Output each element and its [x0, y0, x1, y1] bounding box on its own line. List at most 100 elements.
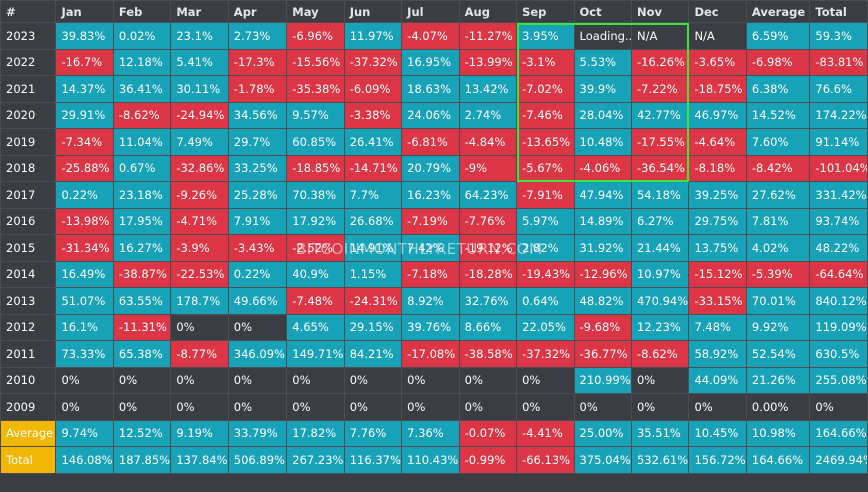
- cell-value: -16.7%: [55, 48, 114, 76]
- cell-value: 49.66%: [227, 287, 288, 315]
- row-label: 2013: [0, 287, 57, 315]
- cell-value: 8.66%: [458, 313, 518, 341]
- cell-value: 506.89%: [227, 446, 288, 474]
- cell-value: 11.97%: [343, 22, 403, 50]
- column-header[interactable]: Oct: [573, 0, 632, 23]
- cell-value: -11.27%: [458, 22, 518, 50]
- cell-value: 16.1%: [55, 313, 114, 341]
- cell-value: 6.38%: [745, 75, 811, 103]
- cell-value: 2.73%: [227, 22, 288, 50]
- cell-value: 14.37%: [55, 75, 114, 103]
- cell-value: 21.26%: [745, 366, 811, 394]
- row-label: 2016: [0, 207, 57, 235]
- cell-value: -6.98%: [745, 48, 811, 76]
- cell-value: -22.53%: [170, 260, 229, 288]
- cell-value: -15.56%: [286, 48, 345, 76]
- column-header[interactable]: May: [286, 0, 345, 23]
- cell-value: 48.82%: [573, 287, 632, 315]
- cell-value: 2.82%: [516, 234, 575, 262]
- cell-value: 6.27%: [630, 207, 690, 235]
- cell-value: 9.92%: [745, 313, 811, 341]
- column-header[interactable]: Mar: [170, 0, 229, 23]
- cell-value: 73.33%: [55, 340, 114, 368]
- cell-value: -7.46%: [516, 101, 575, 129]
- cell-value: 28.04%: [573, 101, 632, 129]
- cell-value: 65.38%: [112, 340, 172, 368]
- column-header[interactable]: Sep: [516, 0, 575, 23]
- column-header[interactable]: Feb: [112, 0, 172, 23]
- cell-value: 0%: [516, 393, 575, 421]
- cell-value: 9.74%: [55, 419, 114, 447]
- cell-value: -37.32%: [343, 48, 403, 76]
- cell-value: 149.71%: [286, 340, 345, 368]
- cell-value: 0%: [401, 366, 460, 394]
- cell-value: 2469.94%: [809, 446, 868, 474]
- cell-value: 375.04%: [573, 446, 632, 474]
- cell-value: -25.88%: [55, 154, 114, 182]
- cell-value: -5.39%: [745, 260, 811, 288]
- cell-value: 14.91%: [343, 234, 403, 262]
- column-header[interactable]: Jan: [55, 0, 114, 23]
- column-header[interactable]: Average: [745, 0, 811, 23]
- table-row: 2016 -13.98% 17.95% -4.71% 7.91% 17.92% 26.68%…: [0, 207, 868, 235]
- cell-value: 14.52%: [745, 101, 811, 129]
- row-label: 2022: [0, 48, 57, 76]
- cell-value: 84.21%: [343, 340, 403, 368]
- cell-value: -7.19%: [401, 207, 460, 235]
- cell-value: 26.41%: [343, 128, 403, 156]
- cell-value: 7.76%: [343, 419, 403, 447]
- column-header[interactable]: Dec: [688, 0, 747, 23]
- table-row: 2017 0.22% 23.18% -9.26% 25.28% 70.38% 7.7% 16.…: [0, 181, 868, 209]
- cell-value: -8.42%: [745, 154, 811, 182]
- column-header[interactable]: #: [0, 0, 57, 23]
- cell-value: 0%: [573, 393, 632, 421]
- cell-value: 34.56%: [227, 101, 288, 129]
- table-row: 2019 -7.34% 11.04% 7.49% 29.7% 60.85% 26.41% -6…: [0, 128, 868, 156]
- cell-value: 5.41%: [170, 48, 229, 76]
- cell-value: -19.43%: [516, 260, 575, 288]
- cell-value: -13.99%: [458, 48, 518, 76]
- column-header[interactable]: Nov: [630, 0, 690, 23]
- cell-value: -6.81%: [401, 128, 460, 156]
- table-row: 2014 16.49% -38.87% -22.53% 0.22% 40.9% 1.15% -…: [0, 260, 868, 288]
- cell-value: -24.94%: [170, 101, 229, 129]
- cell-value: 24.06%: [401, 101, 460, 129]
- cell-value: 70.01%: [745, 287, 811, 315]
- cell-value: 23.1%: [170, 22, 229, 50]
- cell-value: 39.76%: [401, 313, 460, 341]
- cell-value: -18.85%: [286, 154, 345, 182]
- cell-value: 0%: [458, 366, 518, 394]
- cell-value: -24.31%: [343, 287, 403, 315]
- cell-value: -3.38%: [343, 101, 403, 129]
- cell-value: 110.43%: [401, 446, 460, 474]
- cell-value: 156.72%: [688, 446, 747, 474]
- cell-value: -2.52%: [286, 234, 345, 262]
- cell-value: Loading...: [573, 22, 632, 50]
- table-row: Average 9.74% 12.52% 9.19% 33.79% 17.82% 7.76%…: [0, 419, 868, 447]
- cell-value: 29.15%: [343, 313, 403, 341]
- cell-value: 58.92%: [688, 340, 747, 368]
- cell-value: 25.28%: [227, 181, 288, 209]
- column-header[interactable]: Apr: [227, 0, 288, 23]
- column-header[interactable]: Aug: [458, 0, 518, 23]
- cell-value: -8.62%: [112, 101, 172, 129]
- cell-value: 4.65%: [286, 313, 345, 341]
- table-row: 2018 -25.88% 0.67% -32.86% 33.25% -18.85% -14.…: [0, 154, 868, 182]
- column-header[interactable]: Jul: [401, 0, 460, 23]
- column-header[interactable]: Total: [809, 0, 868, 23]
- cell-value: -4.07%: [401, 22, 460, 50]
- row-label: 2021: [0, 75, 57, 103]
- cell-value: -7.48%: [286, 287, 345, 315]
- cell-value: 0%: [343, 393, 403, 421]
- cell-value: 18.63%: [401, 75, 460, 103]
- column-header[interactable]: Jun: [343, 0, 403, 23]
- table-row: Total 146.08% 187.85% 137.84% 506.89% 267.23%…: [0, 446, 868, 474]
- cell-value: 146.08%: [55, 446, 114, 474]
- cell-value: 0.67%: [112, 154, 172, 182]
- cell-value: 25.00%: [573, 419, 632, 447]
- cell-value: 267.23%: [286, 446, 345, 474]
- cell-value: 0%: [112, 393, 172, 421]
- cell-value: 47.94%: [573, 181, 632, 209]
- cell-value: 59.3%: [809, 22, 868, 50]
- cell-value: 0.02%: [112, 22, 172, 50]
